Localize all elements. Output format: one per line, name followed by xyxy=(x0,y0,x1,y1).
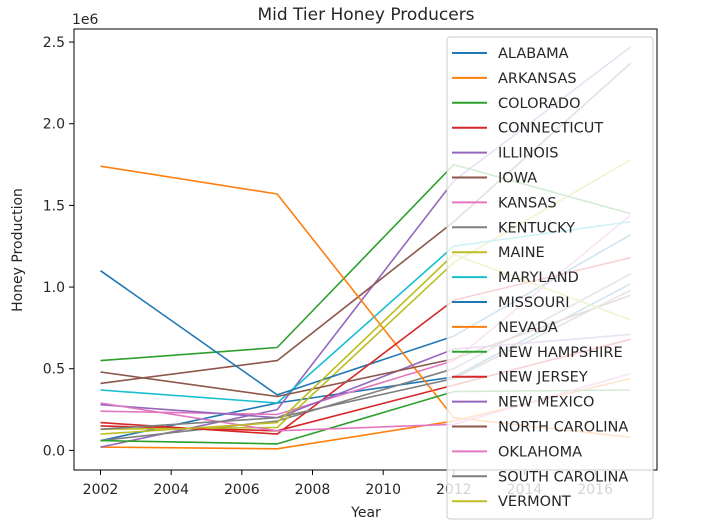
legend-label: ARKANSAS xyxy=(498,71,577,87)
legend-entry-missouri: MISSOURI xyxy=(452,295,570,311)
x-tick-label: 2008 xyxy=(295,482,331,498)
x-tick-label: 2002 xyxy=(83,482,119,498)
legend-label: NEW HAMPSHIRE xyxy=(498,345,623,361)
legend-label: CONNECTICUT xyxy=(498,121,603,137)
legend-entry-nevada: NEVADA xyxy=(452,320,558,336)
y-tick-label: 2.5 xyxy=(43,35,65,51)
legend-entry-connecticut: CONNECTICUT xyxy=(452,121,603,137)
y-tick-label: 0.0 xyxy=(43,443,65,459)
legend-label: COLORADO xyxy=(498,96,581,112)
legend-label: KENTUCKY xyxy=(498,220,575,236)
legend-entry-new-hampshire: NEW HAMPSHIRE xyxy=(452,345,623,361)
legend-label: ILLINOIS xyxy=(498,146,558,162)
legend-entry-maine: MAINE xyxy=(452,245,545,261)
y-tick-label: 0.5 xyxy=(43,362,65,378)
x-tick-label: 2004 xyxy=(153,482,189,498)
plot-frame xyxy=(73,28,658,471)
legend-entry-kentucky: KENTUCKY xyxy=(452,220,575,236)
legend-label: MISSOURI xyxy=(498,295,570,311)
legend-label: ALABAMA xyxy=(498,46,569,62)
legend-label: MAINE xyxy=(498,245,545,261)
legend-label: NEW MEXICO xyxy=(498,395,594,411)
chart-title: Mid Tier Honey Producers xyxy=(257,5,474,25)
legend-label: NORTH CAROLINA xyxy=(498,420,628,436)
legend-label: KANSAS xyxy=(498,195,557,211)
legend-entry-north-carolina: NORTH CAROLINA xyxy=(452,420,628,436)
legend-label: NEVADA xyxy=(498,320,558,336)
legend-entry-illinois: ILLINOIS xyxy=(452,146,558,162)
legend-entry-south-carolina: SOUTH CAROLINA xyxy=(452,469,628,485)
legend-entry-iowa: IOWA xyxy=(452,171,537,187)
legend-entry-arkansas: ARKANSAS xyxy=(452,71,577,87)
legend-entry-alabama: ALABAMA xyxy=(452,46,569,62)
legend-entry-oklahoma: OKLAHOMA xyxy=(452,444,582,460)
legend-entry-new-jersey: NEW JERSEY xyxy=(452,370,588,386)
legend-label: OKLAHOMA xyxy=(498,444,582,460)
legend-entry-maryland: MARYLAND xyxy=(452,270,579,286)
legend-entry-kansas: KANSAS xyxy=(452,195,557,211)
x-axis-label: Year xyxy=(350,505,381,521)
legend-label: MARYLAND xyxy=(498,270,579,286)
legend-entry-new-mexico: NEW MEXICO xyxy=(452,395,594,411)
y-axis-label: Honey Production xyxy=(10,188,26,312)
x-tick-label: 2010 xyxy=(365,482,401,498)
legend-label: IOWA xyxy=(498,171,537,187)
legend-label: NEW JERSEY xyxy=(498,370,588,386)
legend-label: SOUTH CAROLINA xyxy=(498,469,628,485)
legend-entry-vermont: VERMONT xyxy=(452,494,571,510)
y-axis-offset-text: 1e6 xyxy=(72,12,99,28)
legend-entries: ALABAMA ARKANSAS COLORADO CONNECTICUT ILLINO… xyxy=(452,46,628,510)
legend-entry-colorado: COLORADO xyxy=(452,96,581,112)
x-tick-label: 2006 xyxy=(224,482,260,498)
y-tick-label: 1.0 xyxy=(43,280,65,296)
y-tick-label: 2.0 xyxy=(43,117,65,133)
legend: ALABAMA ARKANSAS COLORADO CONNECTICUT ILLINO… xyxy=(446,36,654,520)
legend-label: VERMONT xyxy=(498,494,571,510)
legend-box xyxy=(446,36,654,520)
y-axis-ticks: 0.0 0.5 1.0 1.5 2.0 2.5 xyxy=(43,35,74,459)
y-tick-label: 1.5 xyxy=(43,198,65,214)
